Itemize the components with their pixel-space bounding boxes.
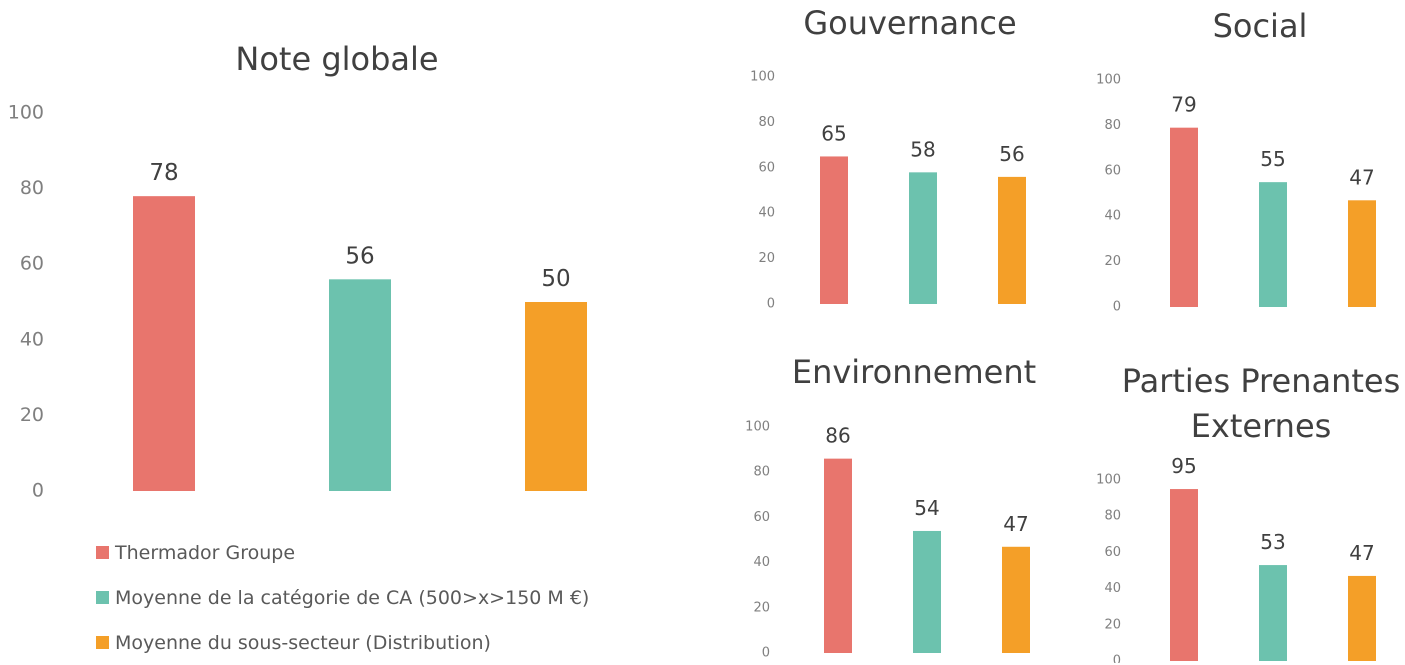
legend-swatch [96,546,109,559]
bar [820,156,848,304]
data-label: 56 [345,243,374,269]
bar [1002,546,1030,653]
bar [1348,200,1376,307]
legend-item-thermador: Thermador Groupe [96,530,589,575]
data-label: 78 [149,160,178,186]
data-label: 53 [1260,530,1285,554]
y-tick-label: 20 [758,251,775,266]
legend-item-subsector-average: Moyenne du sous-secteur (Distribution) [96,620,589,665]
data-label: 79 [1171,93,1196,117]
bar [1170,127,1198,307]
legend-label: Moyenne du sous-secteur (Distribution) [115,631,491,654]
bar [1170,489,1198,661]
y-tick-label: 80 [1104,509,1121,524]
y-tick-label: 60 [1104,163,1121,178]
y-tick-label: 0 [762,646,770,661]
y-tick-label: 80 [753,465,770,480]
y-tick-label: 80 [1104,118,1121,133]
data-label: 95 [1171,454,1196,478]
data-label: 86 [825,424,850,448]
bar [1259,565,1287,661]
chart-title: Environnement [792,353,1036,391]
bar [824,458,852,653]
data-label: 47 [1003,512,1028,536]
y-tick-label: 100 [1096,473,1121,488]
y-tick-label: 60 [758,160,775,175]
data-label: 50 [541,266,570,292]
y-tick-label: 0 [767,297,775,312]
data-label: 58 [910,137,935,161]
bar [1348,575,1376,661]
bar [909,172,937,304]
legend-item-category-average: Moyenne de la catégorie de CA (500>x>150… [96,575,589,620]
data-label: 65 [821,121,846,145]
data-label: 54 [914,496,939,520]
y-tick-label: 20 [1104,617,1121,632]
y-tick-label: 100 [1096,73,1121,88]
bar [998,176,1026,304]
y-tick-label: 20 [20,404,44,426]
y-tick-label: 60 [1104,545,1121,560]
y-tick-label: 60 [20,253,44,275]
chart-title: Externes [1191,407,1332,445]
y-tick-label: 100 [8,102,44,124]
y-tick-label: 80 [758,115,775,130]
y-tick-label: 100 [745,420,770,435]
y-tick-label: 0 [32,480,44,502]
legend: Thermador Groupe Moyenne de la catégorie… [96,530,589,665]
bar [133,196,195,491]
y-tick-label: 100 [750,70,775,85]
y-tick-label: 40 [20,328,44,350]
y-tick-label: 20 [1104,254,1121,269]
legend-label: Moyenne de la catégorie de CA (500>x>150… [115,586,590,609]
y-tick-label: 20 [753,600,770,615]
bar [525,302,587,491]
legend-swatch [96,591,109,604]
data-label: 55 [1260,147,1285,171]
y-tick-label: 80 [20,177,44,199]
y-tick-label: 0 [1113,654,1121,664]
bar [1259,182,1287,307]
y-tick-label: 40 [1104,209,1121,224]
y-tick-label: 40 [758,206,775,221]
y-tick-label: 40 [1104,581,1121,596]
data-label: 56 [999,142,1024,166]
y-tick-label: 60 [753,510,770,525]
data-label: 47 [1349,541,1374,565]
chart-title: Note globale [235,40,438,78]
chart-title: Parties Prenantes [1122,362,1401,400]
chart-title: Social [1213,7,1308,45]
bar [913,530,941,653]
data-label: 47 [1349,165,1374,189]
legend-label: Thermador Groupe [115,541,296,564]
y-tick-label: 0 [1113,300,1121,315]
bar [329,279,391,491]
legend-swatch [96,636,109,649]
chart-title: Gouvernance [803,4,1016,42]
y-tick-label: 40 [753,555,770,570]
